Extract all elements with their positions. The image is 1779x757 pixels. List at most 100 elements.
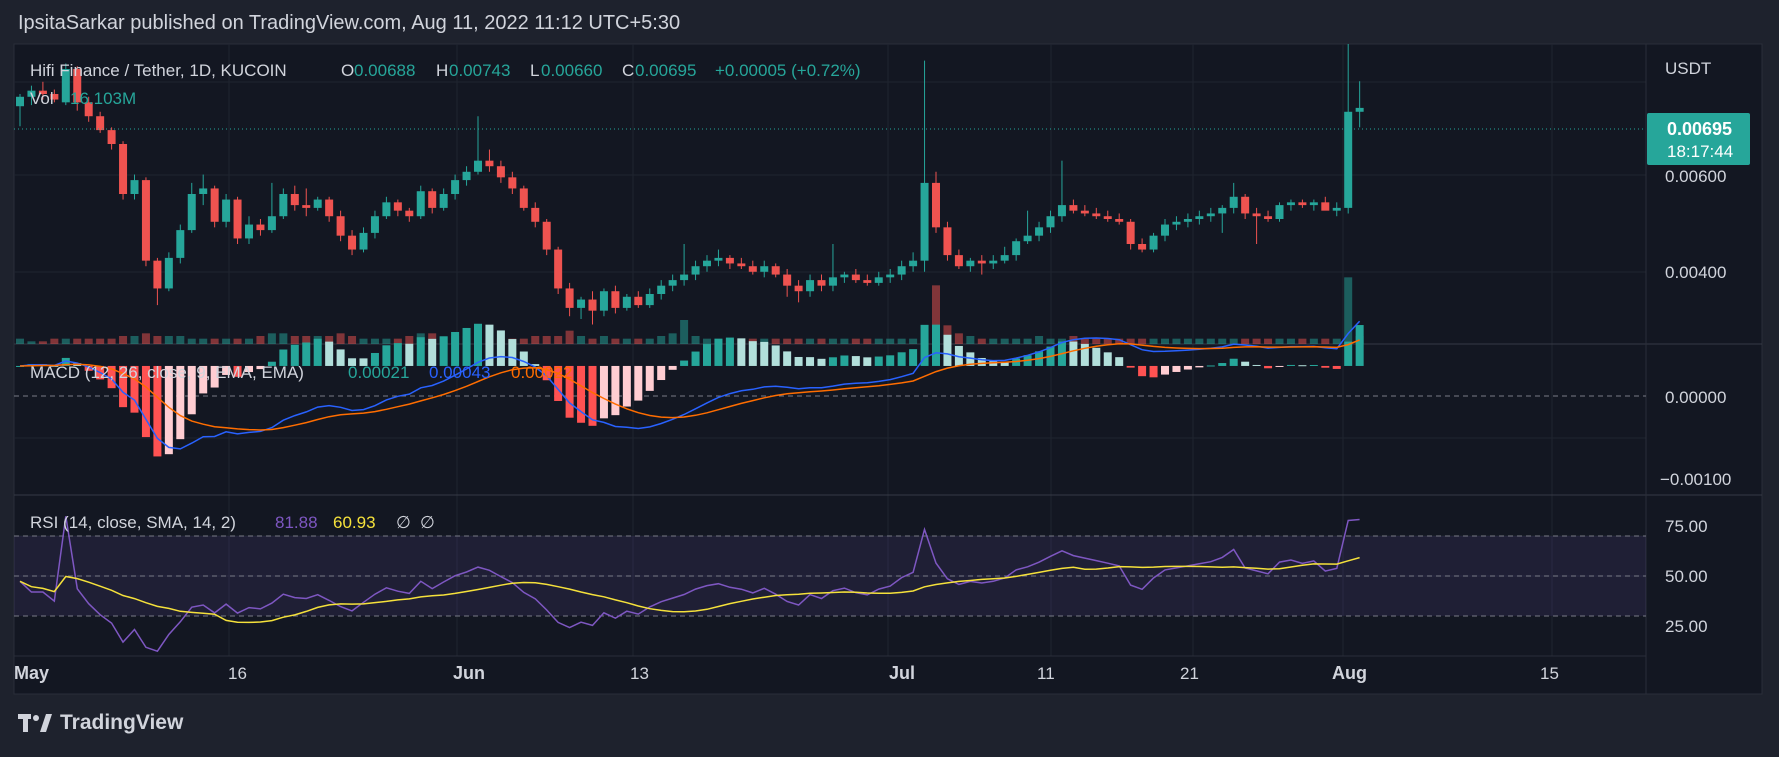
volume-bar: [622, 338, 631, 344]
macd-hist-bar: [267, 361, 276, 366]
volume-bar: [233, 338, 242, 344]
candle-body: [1103, 216, 1112, 219]
macd-hist-bar: [531, 364, 540, 366]
candle-body: [1000, 255, 1009, 261]
candle-body: [1355, 107, 1364, 112]
macd-hist-bar: [1092, 347, 1101, 366]
macd-hist-bar: [840, 355, 849, 366]
candle-body: [1080, 210, 1089, 214]
rsi-label[interactable]: RSI (14, close, SMA, 14, 2): [30, 513, 236, 532]
candle-body: [1046, 216, 1055, 228]
candle-body: [691, 266, 700, 275]
macd-hist-bar: [657, 365, 666, 381]
price-tick-1: 0.00400: [1665, 263, 1726, 282]
candle-body: [27, 90, 36, 97]
macd-hist-bar: [130, 365, 139, 413]
candle-body: [645, 294, 654, 306]
macd-hist-bar: [1138, 365, 1147, 377]
macd-hist-bar: [325, 341, 334, 366]
volume-bar: [1035, 336, 1044, 344]
rsi-empty-2: ∅: [420, 513, 435, 532]
macd-hist-bar: [1332, 365, 1341, 369]
volume-bar: [302, 336, 311, 344]
candle-body: [668, 280, 677, 286]
macd-hist-bar: [668, 365, 677, 370]
time-tick-0: May: [14, 663, 49, 683]
macd-hist-bar: [416, 337, 425, 366]
macd-label[interactable]: MACD (12, 26, close, 9, EMA, EMA): [30, 363, 304, 382]
volume-bar: [1298, 338, 1307, 344]
symbol-label[interactable]: Hifi Finance / Tether, 1D, KUCOIN: [30, 61, 287, 80]
close-label: C: [622, 61, 634, 80]
candle-body: [405, 210, 414, 217]
candle-body: [1069, 205, 1078, 211]
candle-body: [222, 199, 231, 222]
macd-hist-bar: [1172, 365, 1181, 372]
volume-bar: [611, 338, 620, 344]
macd-hist-bar: [1321, 365, 1330, 368]
macd-hist-bar: [1206, 365, 1215, 367]
volume-bar: [370, 338, 379, 344]
candle-body: [1115, 219, 1124, 222]
volume-bar: [96, 338, 105, 344]
macd-hist-bar: [508, 339, 517, 366]
candle-body: [439, 194, 448, 208]
macd-hist-bar: [1195, 365, 1204, 368]
volume-bar: [210, 338, 219, 344]
candle-body: [588, 299, 597, 311]
macd-hist-bar: [233, 365, 242, 377]
volume-bar: [851, 338, 860, 344]
macd-hist-bar: [1126, 365, 1135, 368]
volume-bar: [954, 333, 963, 344]
volume-bar: [691, 336, 700, 344]
macd-hist-bar: [977, 357, 986, 366]
macd-hist-bar: [210, 365, 219, 388]
volume-bar: [222, 338, 231, 344]
candle-body: [851, 274, 860, 281]
candle-body: [886, 274, 895, 278]
volume-bar: [267, 333, 276, 344]
rsi-tick-1: 50.00: [1665, 567, 1708, 586]
volume-bar: [153, 336, 162, 344]
candle-body: [519, 188, 528, 208]
volume-bar: [680, 320, 689, 344]
candle-body: [703, 260, 711, 267]
volume-bar: [1057, 338, 1066, 344]
volume-value: 16.103M: [70, 89, 136, 108]
time-tick-1: 16: [228, 664, 247, 683]
candles: [16, 44, 1364, 325]
candle-body: [153, 260, 162, 289]
volume-bar: [909, 338, 918, 344]
candle-body: [748, 266, 757, 272]
volume-bar: [966, 336, 975, 344]
macd-hist-bar: [737, 338, 746, 366]
candle-body: [96, 116, 105, 131]
macd-hist-bar: [428, 338, 437, 366]
candle-body: [325, 199, 334, 217]
candle-body: [1149, 235, 1158, 250]
footer-brand[interactable]: TradingView: [18, 711, 183, 735]
candle-body: [989, 260, 998, 264]
macd-hist-bar: [336, 349, 345, 366]
macd-hist-bar: [577, 365, 586, 423]
macd-hist-value: 0.00021: [348, 363, 409, 382]
macd-hist-bar: [817, 358, 826, 366]
macd-hist-bar: [496, 330, 505, 366]
candle-body: [279, 194, 288, 217]
volume-bar: [199, 338, 208, 344]
volume-bar: [771, 338, 780, 344]
volume-bar: [84, 338, 93, 344]
candle-body: [611, 291, 620, 308]
volume-bar: [519, 338, 528, 344]
candle-body: [760, 266, 769, 272]
candle-body: [634, 296, 643, 306]
time-tick-4: Jul: [889, 663, 915, 683]
macd-hist-bar: [783, 351, 792, 366]
volume-bar: [645, 338, 654, 344]
candle-body: [943, 227, 952, 256]
macd-hist-bar: [451, 331, 460, 366]
candle-body: [806, 280, 815, 292]
candle-body: [164, 257, 173, 289]
